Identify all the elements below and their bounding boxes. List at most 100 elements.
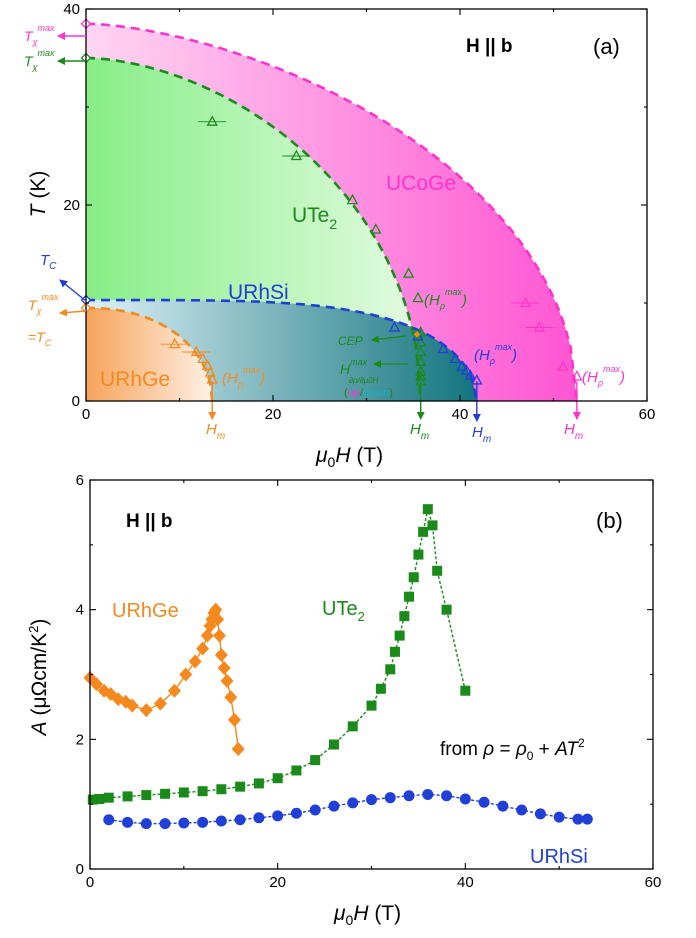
urhsi-circle-marker [234, 814, 246, 826]
ute2-label: UTe2 [292, 204, 337, 232]
urhge-diamond-marker [220, 673, 234, 688]
triangle-marker [402, 267, 415, 278]
panel-a-y-tick-label: 0 [72, 393, 80, 410]
a-coefficient-markers [83, 504, 593, 830]
phase-region-shading [86, 23, 577, 401]
ute2-square-marker [366, 700, 377, 711]
urhsi-circle-marker [403, 790, 415, 802]
urhge-diamond-marker [139, 703, 153, 718]
ute2-square-marker [178, 787, 189, 798]
ute2-square-marker [399, 611, 410, 622]
urhge-diamond-marker [217, 661, 231, 676]
panel-b-y-tick-label: 6 [76, 472, 84, 489]
ute2-square-marker [103, 792, 114, 803]
panel-b-x-tick-label: 0 [86, 874, 94, 891]
ute2-square-marker [272, 773, 283, 784]
phase-diagram-axes: 0 20 40 60 0 20 40 [63, 1, 655, 423]
ucoge-label: UCoGe [386, 172, 456, 195]
urhge-diamond-marker [167, 683, 181, 698]
cep-label: CEP [338, 334, 363, 348]
derivative-subscript: ∂ρ/∂μ0H [349, 376, 379, 385]
urhsi-region-label: URhSi [228, 281, 289, 304]
urhsi-circle-marker [572, 813, 584, 825]
urhsi-circle-marker [553, 811, 565, 823]
ute2-square-marker [404, 591, 415, 602]
ute2-square-marker [418, 526, 429, 537]
panel-b-label: (b) [596, 508, 623, 533]
urhsi-h-rho-max-label: (Hρmax) [474, 342, 517, 366]
ute2-square-marker [328, 739, 339, 750]
panel-a-label: (a) [593, 34, 620, 59]
triangle-marker [571, 370, 583, 381]
panel-a-y-tick-label: 40 [63, 1, 80, 18]
urhge-series-line [89, 607, 239, 750]
triangle-marker [388, 321, 401, 332]
panel-a-field-label: H || b [466, 36, 513, 57]
urhsi-circle-marker [253, 812, 265, 824]
panel-a-x-tick-label: 60 [639, 406, 656, 423]
triangle-marker [204, 366, 217, 377]
urhsi-circle-marker [516, 804, 528, 816]
up-down-label: (up/down) [344, 387, 393, 399]
ute2-square-marker [94, 793, 105, 804]
a-coefficient-lines [89, 509, 588, 825]
triangle-marker [370, 223, 382, 234]
urhge-series-label: URhGe [112, 600, 179, 622]
ute2-square-marker [122, 791, 133, 802]
urhsi-circle-marker [328, 800, 340, 812]
urhge-phase-region [86, 307, 213, 401]
urhge-diamond-marker [231, 742, 245, 757]
urhsi-circle-marker [478, 796, 490, 808]
derivative-h-max-label: Hmax [340, 357, 368, 377]
urhsi-circle-marker [459, 793, 471, 805]
ute2-boundary-line [85, 56, 422, 402]
ute2-square-marker [253, 778, 264, 789]
panel-b-x-axis-title: μ0H (T) [333, 902, 401, 928]
urhsi-circle-marker [140, 818, 152, 830]
panel-b-field-label: H || b [126, 511, 173, 532]
urhsi-circle-marker [272, 810, 284, 822]
urhsi-circle-marker [159, 818, 171, 830]
urhge-diamond-marker [228, 712, 242, 727]
urhsi-circle-marker [347, 797, 359, 809]
phase-boundary-curves [85, 22, 581, 422]
phase-diagram-panel: 0 20 40 60 0 20 40 H || b (a) Tχmax Tχmax TC T… [24, 1, 655, 470]
triangle-marker [201, 359, 214, 370]
triangle-marker [190, 345, 203, 357]
urhge-diamond-marker [90, 677, 104, 692]
panel-b-y-tick-label: 2 [76, 731, 84, 748]
ute2-square-marker [160, 788, 171, 799]
urhsi-circle-marker [534, 808, 546, 820]
panel-a-y-tick-label: 20 [63, 197, 80, 214]
urhge-diamond-marker [179, 667, 193, 682]
panel-b-x-tick-label: 40 [457, 874, 474, 891]
panel-a-x-axis-title: μ0H (T) [315, 444, 383, 470]
ute2-square-marker [460, 685, 471, 696]
orange-tmax-arrow [59, 308, 87, 317]
ucoge-h-rho-max-label: (Hρmax) [582, 364, 625, 388]
urhsi-circle-marker [197, 816, 209, 828]
ute2-square-marker [347, 721, 358, 732]
ute2-h-rho-max-label: (Hρmax) [424, 287, 467, 311]
panel-a-x-tick-label: 0 [82, 406, 90, 423]
panel-b-y-tick-label: 0 [76, 861, 84, 878]
urhsi-circle-marker [366, 794, 377, 806]
ute2-series-line [92, 509, 466, 801]
triangle-marker [412, 291, 424, 303]
ute2-hm-label: Hm [410, 421, 429, 442]
urhge-diamond-marker [214, 648, 228, 663]
formula-label: from ρ = ρ0 + AT2 [440, 736, 585, 763]
ucoge-boundary-line [85, 22, 579, 402]
urhge-diamond-marker [212, 628, 226, 643]
triangle-marker [415, 375, 427, 386]
urhsi-circle-marker [178, 817, 190, 829]
urhsi-circle-marker [122, 816, 134, 828]
panel-a-y-axis-title: T (K) [27, 171, 50, 218]
triangle-marker [197, 352, 209, 364]
urhsi-circle-marker [290, 807, 302, 819]
ute2-square-marker [235, 781, 246, 792]
panel-a-x-tick-label: 20 [265, 406, 282, 423]
urhsi-boundary-line [86, 298, 479, 402]
urhge-diamond-marker [209, 602, 223, 617]
